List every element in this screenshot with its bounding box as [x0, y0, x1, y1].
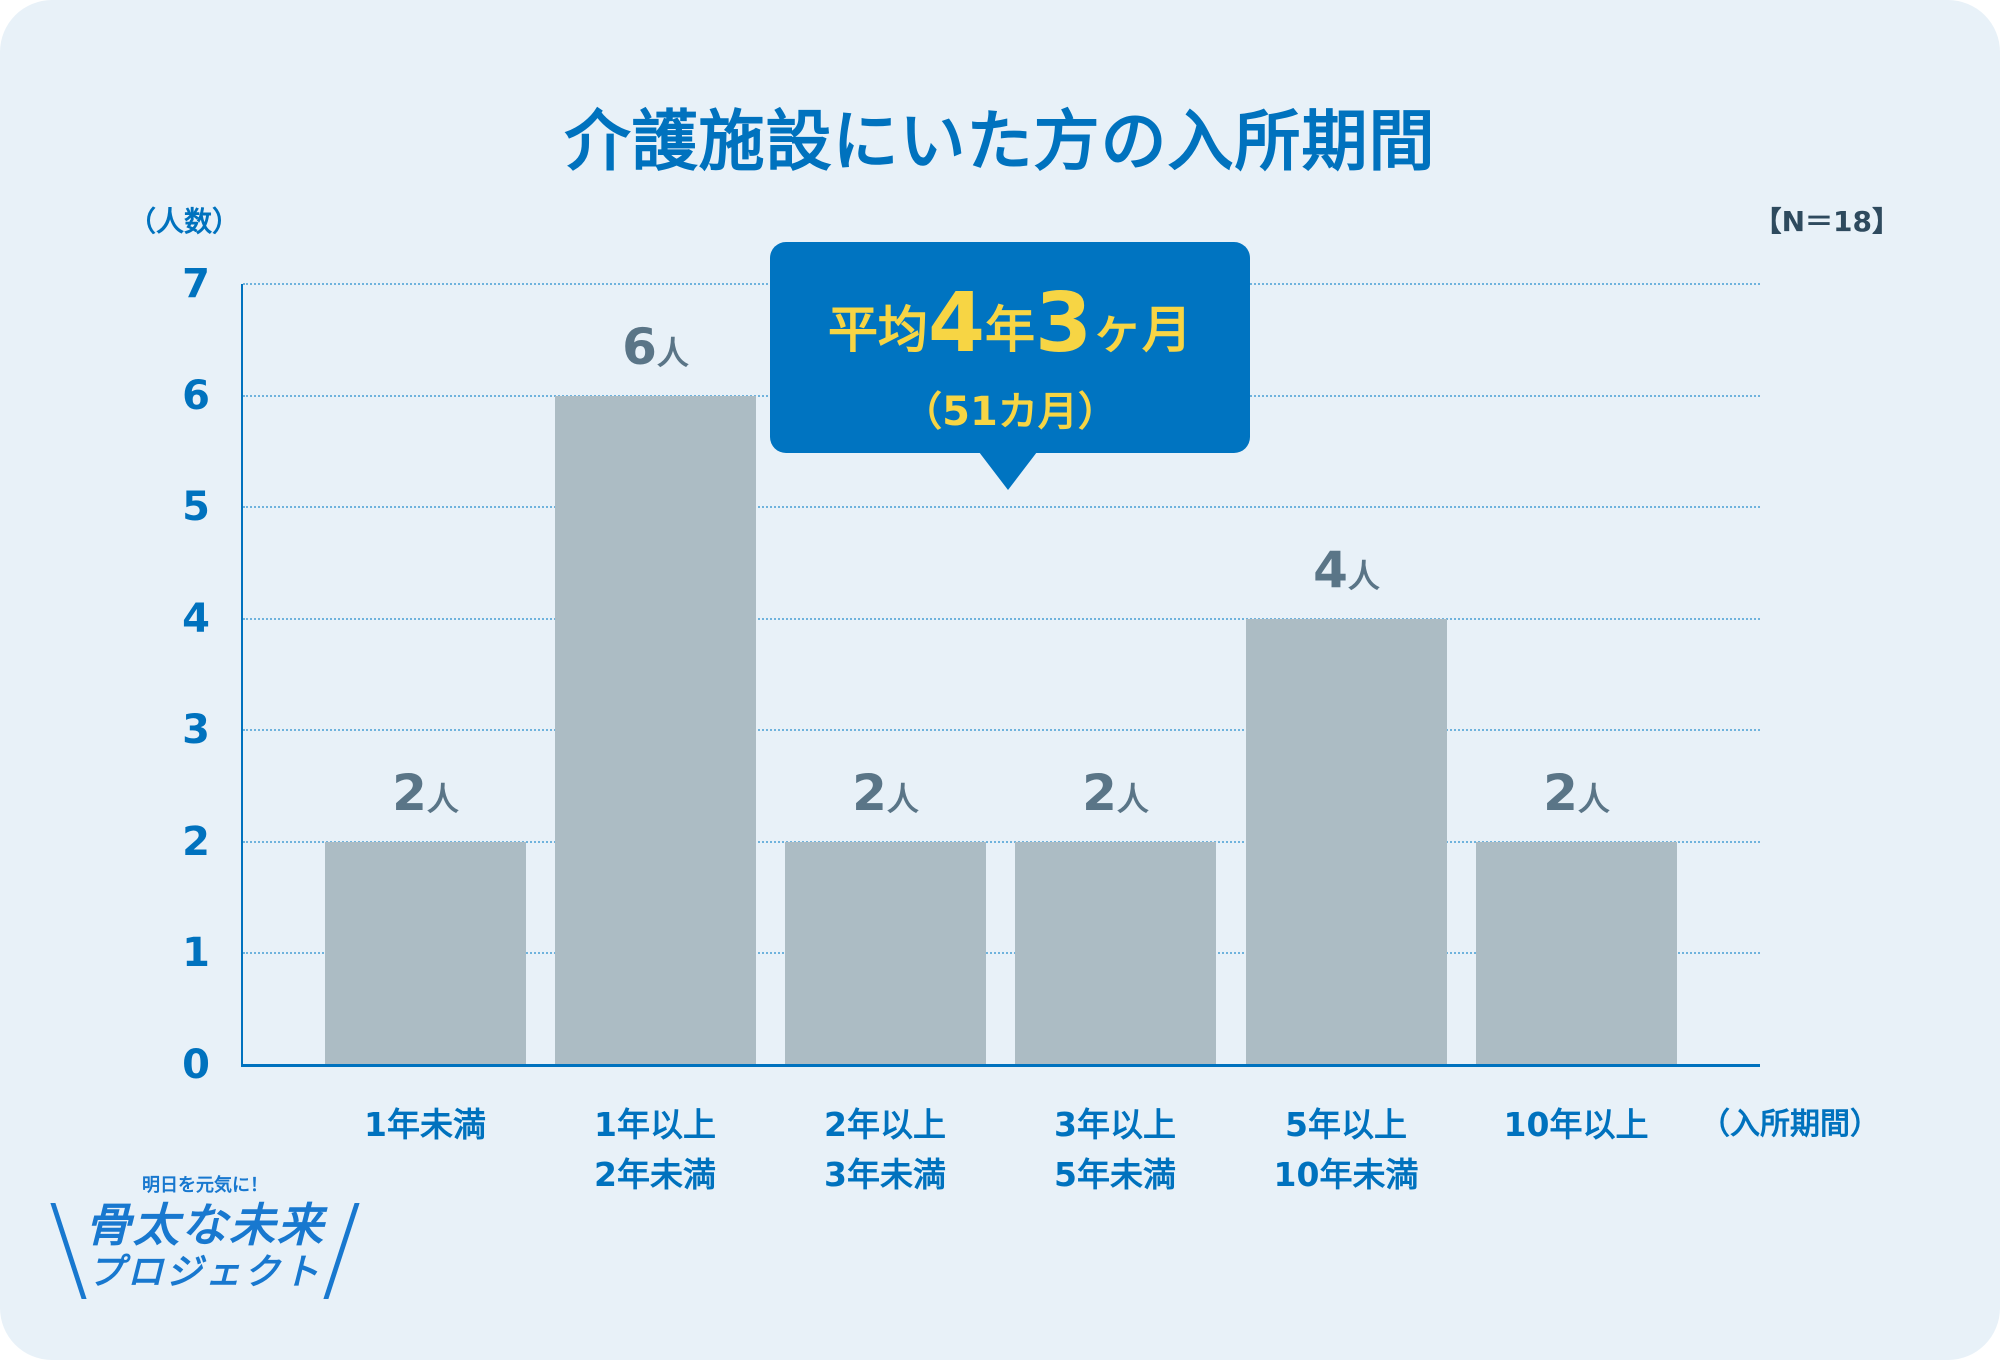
logo-name: 骨太な未来 — [85, 1198, 325, 1252]
x-axis-line — [241, 1064, 1760, 1067]
bar-value-label: 2人 — [785, 764, 986, 822]
x-tick-line2: 3年未満 — [824, 1155, 946, 1194]
bar-value-unit: 人 — [656, 333, 689, 372]
x-tick-line1: 1年以上 — [594, 1105, 716, 1144]
y-tick-label: 5 — [182, 484, 210, 531]
y-tick-label: 0 — [182, 1042, 210, 1088]
x-tick-label: 2年以上 3年未満 — [770, 1100, 1000, 1200]
average-prefix: 平均 — [827, 301, 928, 359]
bar — [785, 841, 986, 1065]
bar-value-unit: 人 — [426, 779, 459, 818]
bar-value-label: 2人 — [1015, 764, 1216, 822]
bar — [555, 395, 756, 1065]
y-tick-label: 7 — [182, 261, 210, 307]
logo-subname: プロジェクト — [87, 1252, 322, 1293]
x-tick-line2: 5年未満 — [1054, 1155, 1176, 1194]
average-callout: 平均4年3ヶ月 （51カ月） — [770, 242, 1250, 453]
y-tick-label: 1 — [182, 930, 210, 977]
average-headline: 平均4年3ヶ月 — [770, 283, 1250, 382]
y-tick-label: 2 — [182, 818, 210, 865]
logo-tagline: 明日を元気に！ — [142, 1175, 268, 1196]
chart-title: 介護施設にいた方の入所期間 — [564, 103, 1436, 180]
y-tick-label: 4 — [182, 595, 210, 642]
year-unit: 年 — [985, 301, 1035, 359]
x-axis-label: （入所期間） — [1700, 1107, 1880, 1142]
x-tick-label: 5年以上 10年未満 — [1231, 1100, 1461, 1200]
y-tick-label: 6 — [182, 372, 210, 419]
bar-value-number: 4 — [1313, 540, 1348, 599]
bar-value-label: 4人 — [1246, 541, 1447, 599]
bar-value-label: 2人 — [325, 764, 526, 822]
bar-value-unit: 人 — [1116, 779, 1149, 818]
bar — [1015, 841, 1216, 1065]
month-unit: ヶ月 — [1092, 301, 1193, 359]
bar-value-label: 2人 — [1476, 764, 1677, 822]
bar-value-label: 6人 — [555, 318, 756, 376]
bar-value-number: 2 — [1543, 763, 1578, 822]
y-axis-label: （人数） — [128, 205, 241, 238]
gridline — [243, 506, 1760, 509]
gridline — [243, 952, 1760, 955]
x-tick-line1: 3年以上 — [1054, 1105, 1176, 1144]
bar-value-unit: 人 — [1577, 779, 1610, 818]
x-tick-label: 1年未満 — [310, 1100, 540, 1150]
project-logo: 明日を元気に！ 骨太な未来 プロジェクト — [50, 1165, 360, 1305]
gridline — [243, 729, 1760, 732]
average-years: 4 — [927, 276, 985, 371]
x-tick-line1: 10年以上 — [1503, 1105, 1649, 1144]
bar-value-number: 2 — [852, 763, 887, 822]
x-tick-label: 10年以上 — [1461, 1100, 1691, 1150]
bar — [325, 841, 526, 1065]
y-axis-line — [241, 284, 243, 1066]
x-tick-line1: 2年以上 — [824, 1105, 946, 1144]
bar — [1476, 841, 1677, 1065]
bar-value-unit: 人 — [886, 779, 919, 818]
bar-value-number: 2 — [1082, 763, 1117, 822]
callout-pointer-icon — [979, 452, 1037, 490]
gridline — [243, 617, 1760, 620]
x-tick-label: 1年以上 2年未満 — [540, 1100, 770, 1200]
gridline — [243, 840, 1760, 843]
average-months-total: （51カ月） — [902, 389, 1118, 435]
bar-value-unit: 人 — [1347, 556, 1380, 595]
average-months: 3 — [1035, 276, 1093, 371]
x-tick-line2: 2年未満 — [594, 1155, 716, 1194]
bar-value-number: 6 — [622, 317, 657, 376]
y-tick-label: 3 — [182, 707, 210, 754]
bar-value-number: 2 — [392, 763, 427, 822]
x-tick-line2: 10年未満 — [1273, 1155, 1419, 1194]
x-tick-label: 3年以上 5年未満 — [1000, 1100, 1230, 1200]
x-tick-line1: 1年未満 — [364, 1105, 486, 1144]
sample-size-label: 【N＝18】 — [1753, 205, 1900, 238]
x-tick-line1: 5年以上 — [1285, 1105, 1407, 1144]
bar — [1246, 618, 1447, 1065]
